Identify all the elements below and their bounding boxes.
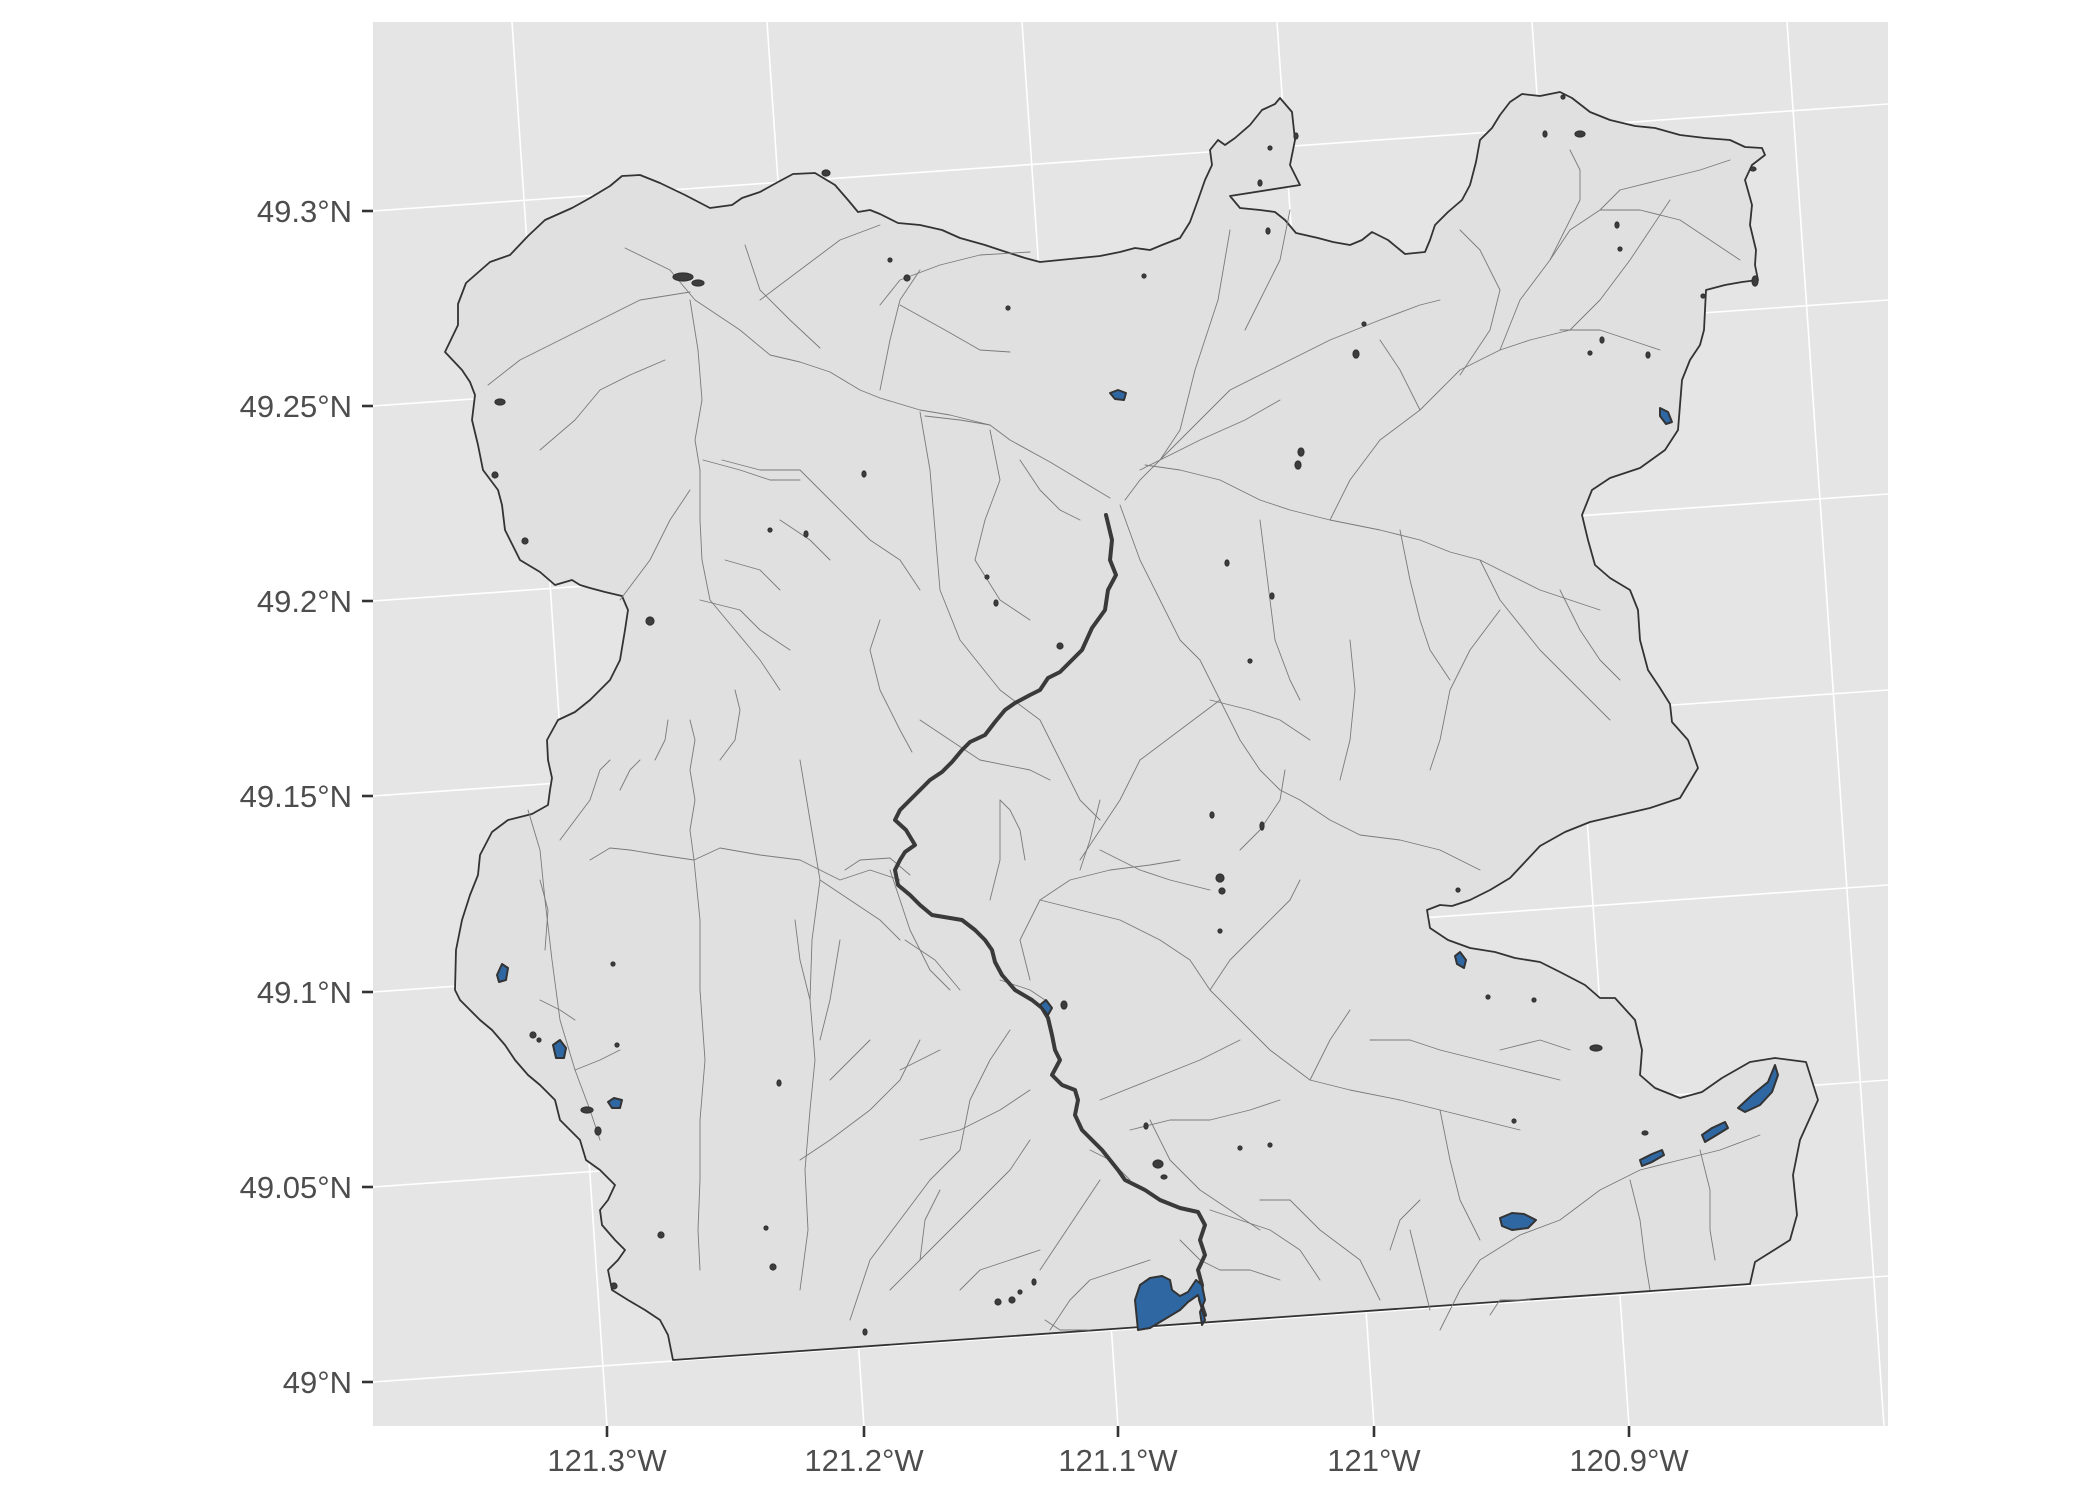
lake-west-2 (552, 1039, 567, 1059)
lat-tick-label-7: 49°N (283, 1365, 352, 1400)
lake-west-3 (607, 1097, 623, 1109)
stream-network (487, 149, 1761, 1331)
lakes (496, 389, 1779, 1331)
lat-tick-label-3: 49.2°N (257, 584, 352, 619)
small-ponds (491, 94, 1759, 1336)
lake-east-mid (1454, 951, 1467, 969)
lake-river-pond (1039, 999, 1053, 1016)
longitude-axis: 121.3°W 121.2°W 121.1°W 121°W 120.9°W (547, 1426, 1689, 1478)
main-river (893, 513, 1207, 1317)
lake-large-south (1134, 1275, 1206, 1331)
lat-tick-label-5: 49.1°N (257, 975, 352, 1010)
lat-tick-label-4: 49.15°N (240, 779, 352, 814)
lake-southeast-pond (1499, 1212, 1537, 1231)
lon-tick-label-5: 120.9°W (1569, 1443, 1689, 1478)
lon-tick-label-4: 121°W (1327, 1443, 1421, 1478)
lake-west-1 (496, 963, 509, 983)
lat-tick-label-6: 49.05°N (240, 1170, 352, 1205)
lake-east-2 (1701, 1121, 1729, 1143)
gridline-lat-49 (372, 1275, 1889, 1383)
lake-long-east (1737, 1064, 1779, 1113)
latitude-axis: 49.3°N 49.25°N 49.2°N 49.15°N 49.1°N 49.… (240, 194, 373, 1400)
lake-east-3 (1639, 1149, 1665, 1167)
gridline-lon-120.8 (1786, 21, 1885, 1427)
lon-tick-label-3: 121.1°W (1058, 1443, 1178, 1478)
lake-northeast-1 (1659, 407, 1673, 425)
lat-tick-label-2: 49.25°N (240, 389, 352, 424)
watershed-boundary (444, 91, 1819, 1361)
lake-north-1 (1109, 389, 1127, 401)
lon-tick-label-2: 121.2°W (804, 1443, 924, 1478)
lat-tick-label-1: 49.3°N (257, 194, 352, 229)
lon-tick-label-1: 121.3°W (547, 1443, 667, 1478)
